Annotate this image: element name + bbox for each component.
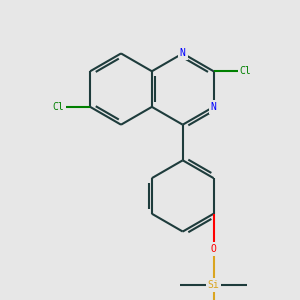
Text: N: N (211, 102, 217, 112)
Text: N: N (180, 48, 186, 59)
Text: Cl: Cl (52, 102, 64, 112)
Text: O: O (211, 244, 217, 254)
Text: Cl: Cl (240, 66, 251, 76)
Text: Si: Si (208, 280, 220, 290)
